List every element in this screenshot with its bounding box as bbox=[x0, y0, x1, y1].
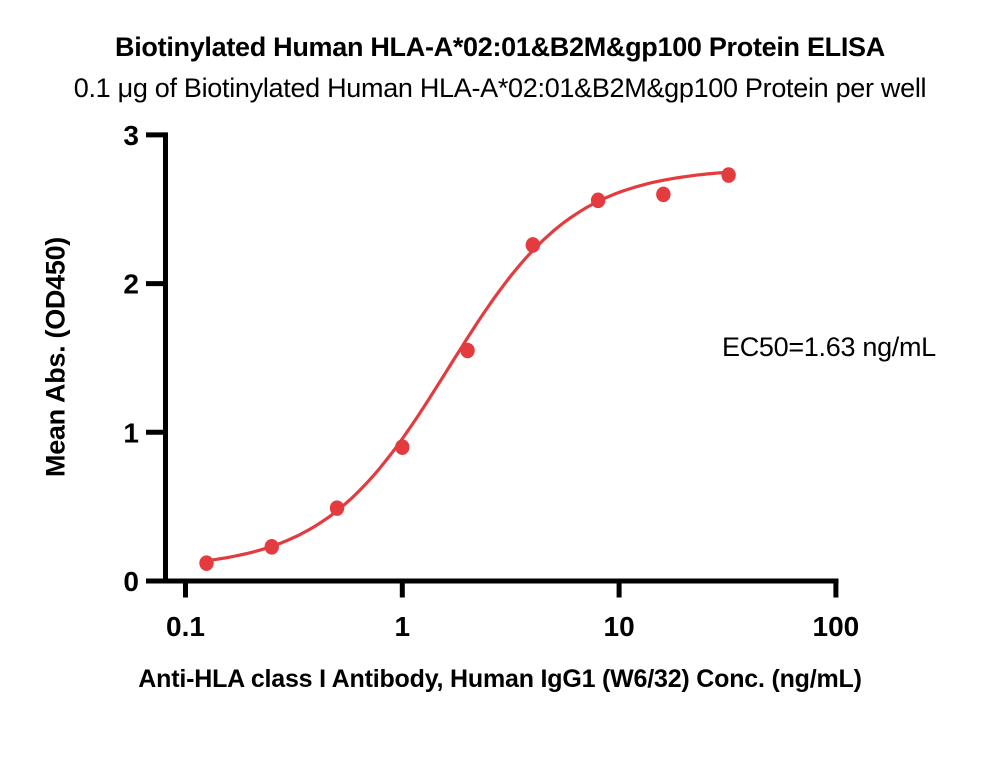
data-point bbox=[590, 192, 606, 209]
chart-title: Biotinylated Human HLA-A*02:01&B2M&gp100… bbox=[115, 32, 885, 62]
data-point bbox=[525, 237, 541, 253]
data-point bbox=[656, 186, 671, 203]
x-tick-label: 0.1 bbox=[166, 611, 205, 642]
data-point bbox=[199, 555, 214, 571]
y-tick-label: 0 bbox=[123, 566, 139, 597]
data-point bbox=[460, 342, 475, 359]
ec50-annotation: EC50=1.63 ng/mL bbox=[722, 332, 936, 362]
x-tick-label: 10 bbox=[604, 611, 635, 642]
x-tick-label: 100 bbox=[813, 611, 860, 642]
y-axis-title: Mean Abs. (OD450) bbox=[40, 237, 71, 477]
data-point bbox=[264, 538, 279, 555]
chart-subtitle: 0.1 μg of Biotinylated Human HLA-A*02:01… bbox=[73, 73, 927, 103]
y-tick-label: 3 bbox=[123, 120, 139, 151]
data-point bbox=[329, 500, 345, 516]
y-tick-label: 2 bbox=[123, 269, 139, 300]
data-point bbox=[395, 439, 410, 455]
fit-curve bbox=[202, 170, 731, 563]
y-tick-label: 1 bbox=[123, 417, 139, 448]
data-point bbox=[721, 167, 736, 183]
x-axis-title: Anti-HLA class I Antibody, Human IgG1 (W… bbox=[138, 665, 862, 693]
x-tick-label: 1 bbox=[395, 611, 411, 642]
